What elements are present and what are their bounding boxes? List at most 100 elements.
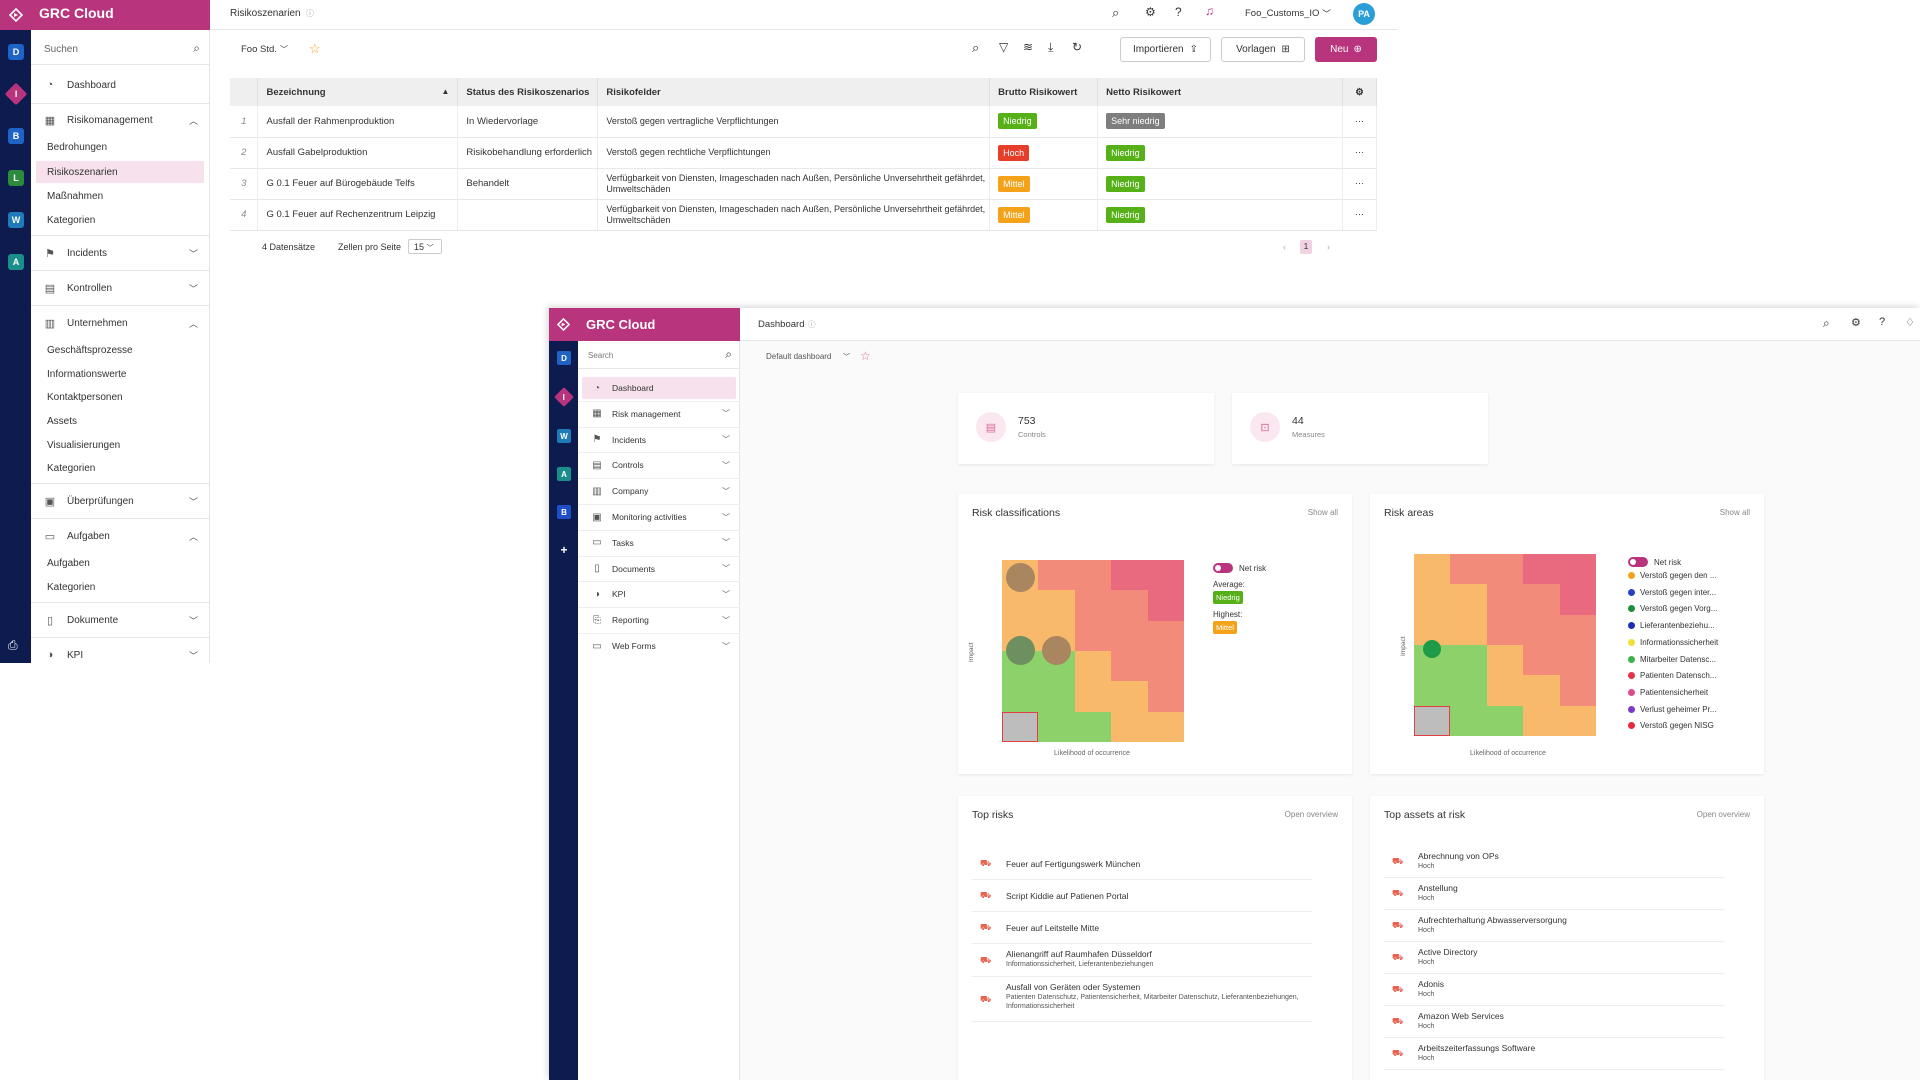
nav-incidents[interactable]: ⚑ Incidents ﹀ — [31, 240, 210, 266]
export-icon[interactable]: ⤓ — [1048, 40, 1054, 54]
matrix-cell[interactable] — [1147, 711, 1184, 742]
star-icon[interactable]: ☆ — [860, 349, 871, 363]
nav-company[interactable]: ▥ Company ﹀ — [582, 480, 736, 502]
matrix-cell[interactable] — [1147, 681, 1184, 712]
list-item[interactable]: ⛟ Feuer auf Fertigungswerk München — [972, 848, 1312, 880]
import-button[interactable]: Importieren ⇪ — [1120, 37, 1211, 62]
risk-bubble[interactable] — [1042, 636, 1071, 665]
cell-name[interactable]: G 0.1 Feuer auf Bürogebäude Telfs — [257, 168, 459, 200]
list-item[interactable]: ⛟ Alienangriff auf Raumhafen Düsseldorf In… — [972, 944, 1312, 977]
matrix-cell[interactable] — [1038, 560, 1075, 591]
list-item[interactable]: ⛟ Arbeitszeiterfassungs Software Hoch — [1384, 1038, 1724, 1070]
column-header[interactable]: Risikofelder — [597, 78, 991, 106]
matrix-cell[interactable] — [1147, 620, 1184, 651]
workspace-a[interactable]: A — [8, 254, 24, 270]
matrix-cell[interactable] — [1414, 705, 1451, 736]
chevron-down-icon[interactable]: ﹀ — [1322, 9, 1332, 19]
column-header[interactable]: Netto Risikowert — [1097, 78, 1343, 106]
matrix-cell[interactable] — [1523, 644, 1560, 676]
chevron-down-icon[interactable]: ﹀ — [280, 45, 288, 54]
matrix-cell[interactable] — [1002, 590, 1039, 621]
matrix-cell[interactable] — [1486, 584, 1524, 615]
table-row[interactable]: 2 Ausfall Gabelproduktion Risikobehandlung… — [230, 137, 1378, 169]
matrix-cell[interactable] — [1074, 681, 1112, 712]
app-logo-icon[interactable] — [549, 308, 578, 341]
row-actions[interactable]: ··· — [1342, 199, 1378, 231]
add-workspace-button[interactable]: + — [560, 543, 568, 557]
workspace-a[interactable]: A — [557, 467, 571, 481]
column-settings[interactable]: ⚙ — [1342, 78, 1378, 106]
matrix-cell[interactable] — [1038, 711, 1075, 742]
legend-item[interactable]: Lieferantenbeziehu... — [1628, 621, 1715, 630]
nav-web-forms[interactable]: ▭ Web Forms ﹀ — [582, 635, 736, 657]
nav-monitoring-activities[interactable]: ▣ Monitoring activities ﹀ — [582, 506, 736, 528]
matrix-cell[interactable] — [1450, 644, 1487, 676]
matrix-cell[interactable] — [1559, 675, 1596, 706]
nav-controls[interactable]: ▤ Kontrollen ﹀ — [31, 275, 210, 301]
row-actions[interactable]: ··· — [1342, 106, 1378, 138]
list-item[interactable]: ⛟ Adonis Hoch — [1384, 974, 1724, 1006]
matrix-cell[interactable] — [1486, 675, 1524, 706]
list-item[interactable]: ⛟ Amazon Web Services Hoch — [1384, 1006, 1724, 1038]
matrix-cell[interactable] — [1147, 560, 1184, 591]
matrix-cell[interactable] — [1559, 554, 1596, 585]
matrix-cell[interactable] — [1111, 650, 1148, 682]
more-icon[interactable]: ··· — [1354, 147, 1365, 158]
nav-reporting[interactable]: ⎘ Reporting ﹀ — [582, 609, 736, 631]
nav-tasks[interactable]: ▭ Tasks ﹀ — [582, 532, 736, 554]
help-circle-icon[interactable]: ? — [1175, 5, 1182, 19]
legend-item[interactable]: Verlust geheimer Pr... — [1628, 705, 1716, 714]
nav-dashboard[interactable]: ◔ Dashboard — [31, 72, 210, 98]
matrix-cell[interactable] — [1074, 711, 1112, 742]
matrix-cell[interactable] — [1559, 705, 1596, 736]
matrix-cell[interactable] — [1559, 584, 1596, 615]
matrix-cell[interactable] — [1002, 681, 1039, 712]
workspace-i[interactable]: I — [4, 82, 28, 106]
search-icon[interactable]: ⌕ — [725, 347, 732, 361]
nav-sub-tasks[interactable]: Aufgaben — [47, 557, 90, 569]
matrix-cell[interactable] — [1559, 614, 1596, 645]
list-item[interactable]: ⛟ Active Directory Hoch — [1384, 942, 1724, 974]
workspace-b[interactable]: B — [8, 128, 24, 144]
nav-tasks[interactable]: ▭ Aufgaben ︿ — [31, 523, 210, 549]
legend-item[interactable]: Informationssicherheit — [1628, 638, 1718, 647]
legend-item[interactable]: Verstoß gegen NISG — [1628, 721, 1714, 730]
list-item[interactable]: ⛟ Anstellung Hoch — [1384, 878, 1724, 910]
help-icon[interactable]: ⓘ — [306, 9, 314, 18]
matrix-cell[interactable] — [1074, 590, 1112, 621]
more-icon[interactable]: ··· — [1354, 209, 1365, 220]
legend-item[interactable]: Patienten Datensch... — [1628, 671, 1717, 680]
matrix-cell[interactable] — [1147, 650, 1184, 682]
column-header[interactable]: Status des Risikoszenarios — [457, 78, 599, 106]
matrix-cell[interactable] — [1038, 681, 1075, 712]
help-icon[interactable]: ⓘ — [808, 320, 816, 329]
workspace-l[interactable]: L — [8, 170, 24, 186]
risk-bubble[interactable] — [1006, 636, 1035, 665]
gear-icon[interactable]: ⚙ — [1355, 86, 1364, 98]
matrix-cell[interactable] — [1002, 711, 1039, 742]
workspace-d[interactable]: D — [557, 351, 571, 365]
row-actions[interactable]: ··· — [1342, 137, 1378, 169]
matrix-cell[interactable] — [1038, 590, 1075, 621]
cell-name[interactable]: Ausfall Gabelproduktion — [257, 137, 459, 169]
nav-sub-information-values[interactable]: Informationswerte — [47, 368, 127, 380]
more-icon[interactable]: ··· — [1354, 178, 1365, 189]
workspace-d[interactable]: D — [8, 44, 24, 60]
risk-bubble[interactable] — [1006, 563, 1035, 592]
matrix-cell[interactable] — [1111, 560, 1148, 591]
avatar[interactable]: PA — [1353, 3, 1375, 25]
bell-icon[interactable]: ♫ — [1205, 4, 1214, 18]
gear-icon[interactable]: ⚙ — [1851, 317, 1861, 329]
stat-card-measures[interactable]: ⊡ 44 Measures — [1232, 393, 1488, 464]
nav-controls[interactable]: ▤ Controls ﹀ — [582, 454, 736, 476]
new-button[interactable]: Neu ⊕ — [1315, 37, 1377, 62]
matrix-cell[interactable] — [1523, 675, 1560, 706]
matrix-cell[interactable] — [1414, 675, 1451, 706]
prev-page-icon[interactable]: ‹ — [1283, 242, 1286, 252]
nav-sub-visualizations[interactable]: Visualisierungen — [47, 439, 121, 451]
list-item[interactable]: ⛟ Abrechnung von OPs Hoch — [1384, 846, 1724, 878]
nav-kpi[interactable]: ◑ KPI ﹀ — [31, 642, 210, 663]
nav-documents[interactable]: ▯ Documents ﹀ — [582, 558, 736, 580]
